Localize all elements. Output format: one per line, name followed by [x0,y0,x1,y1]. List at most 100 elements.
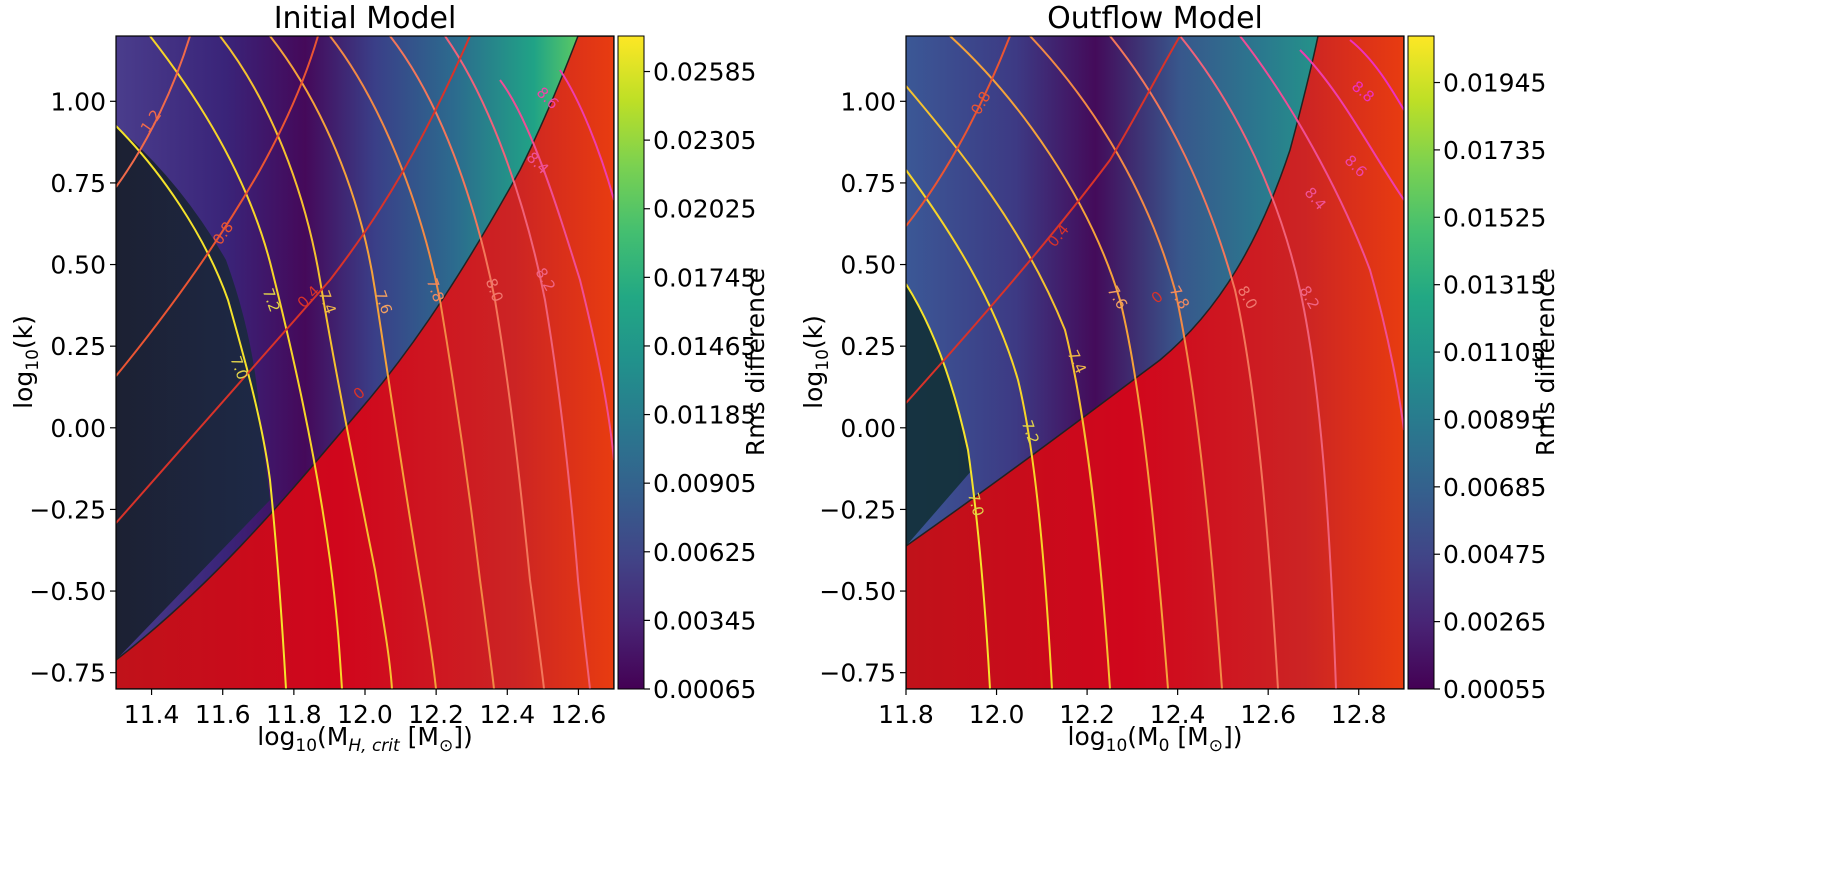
heatmap-area: 7.0 7.2 7.4 7.6 7.8 8.0 8.2 8.4 8.6 8.8 … [906,36,1404,689]
colorbar-tick-label: 0.01105 [1443,338,1546,367]
contour-line [444,36,591,689]
y-axis-label-k: (k) [9,315,38,349]
x-axis-label-sun: ⊙ [1209,736,1223,756]
colorbar [1407,35,1435,690]
contour-line [1299,49,1404,201]
y-axis-label-sub: 10 [23,349,43,371]
low-value-region [116,126,270,660]
contour-line [906,169,1053,689]
contour-label-7-0: 7.0 [964,491,988,519]
x-tick-label: 11.4 [124,700,180,729]
y-tick-label: 0.75 [50,169,106,198]
x-axis-label-mid: (M [1127,722,1158,751]
panel-initial-model: Initial Model 7.0 [9,1,770,756]
y-tick-label: −0.50 [29,577,106,606]
colorbar-tick-label: 0.02025 [653,195,756,224]
y-tick-label: 0.75 [840,169,896,198]
contour-line [906,36,1181,404]
x-tick-label: 12.6 [1240,700,1296,729]
colorbar-tick-label: 0.00905 [653,469,756,498]
contour-line [949,36,1169,689]
colorbar-tick-label: 0.00055 [1443,675,1546,704]
contour-line [1349,39,1404,111]
contour-line [1029,36,1223,689]
colorbar [617,35,645,690]
contour-line [116,36,191,188]
y-tick-label: −0.75 [29,659,106,688]
contour-line [499,79,614,461]
x-tick-label: 12.0 [337,700,393,729]
colorbar-tick-label: 0.01315 [1443,271,1546,300]
colorbar-tick-label: 0.01185 [653,401,756,430]
colorbar-tick-label: 0.00625 [653,538,756,567]
x-axis-label-end: ]) [453,722,473,751]
colorbar-tick-label: 0.01525 [1443,203,1546,232]
contour-line [116,125,287,689]
y-tick-label: 1.00 [50,87,106,116]
colorbar-tick-label: 0.00265 [1443,608,1546,637]
contour-line [149,36,343,689]
colorbar-tick-label: 0.02585 [653,58,756,87]
colorbar-tick-label: 0.00345 [653,606,756,635]
contour-line [906,283,991,689]
y-tick-label: 0.50 [840,251,896,280]
mass-contours [906,36,1404,689]
x-axis-label: log10(M0 [M⊙]) [1068,722,1243,756]
contour-line [906,36,1011,227]
x-axis-label-unit: [M [1169,722,1208,751]
panel-title: Initial Model [274,1,457,36]
contour-line [559,69,614,201]
x-tick-label: 12.8 [1331,700,1387,729]
excluded-region [906,36,1404,689]
excluded-region [116,36,614,689]
colorbar-tick-label: 0.00475 [1443,540,1546,569]
y-axis-label: log10(k) [799,315,833,409]
x-tick-label: 11.8 [878,700,934,729]
y-tick-label: 1.00 [840,87,896,116]
x-tick-label: 12.0 [969,700,1025,729]
colorbar-tick-label: 0.01465 [653,332,756,361]
y-tick-label: −0.25 [819,495,896,524]
x-ticks: 11.4 11.6 11.8 12.0 12.2 12.4 12.6 [124,689,606,729]
contour-line [906,85,1111,689]
panel-title: Outflow Model [1047,1,1263,36]
x-tick-label: 11.6 [195,700,251,729]
x-tick-label: 12.4 [1150,700,1206,729]
y-ticks: −0.75 −0.50 −0.25 0.00 0.25 0.50 0.75 1.00 [819,87,906,688]
colorbar-ticks: 0.00065 0.00345 0.00625 0.00905 0.01185 0.014… [644,58,756,704]
mass-contours [116,36,614,689]
x-axis-label-sub: 10 [295,736,317,756]
y-axis-label: log10(k) [9,315,43,409]
y-tick-label: 0.50 [50,251,106,280]
panel-outflow-model: Outflow Model 7.0 [799,1,1560,756]
colorbar-label: Rms difference [741,268,770,456]
diagonal-contours [906,36,1181,404]
x-tick-label: 12.2 [1059,700,1115,729]
x-axis-label-sub2: H, crit [348,736,401,756]
x-axis-label-end: ]) [1223,722,1243,751]
y-axis-label-log: log [9,371,38,409]
contour-line [1239,36,1404,431]
x-axis-label-sub: 10 [1106,736,1128,756]
x-axis-label-log: log [257,722,295,751]
colorbar-tick-label: 0.01945 [1443,69,1546,98]
contour-line [116,36,471,524]
x-axis-label-mid: (M [317,722,348,751]
colorbar-tick-label: 0.01735 [1443,136,1546,165]
colorbar-ticks: 0.00055 0.00265 0.00475 0.00685 0.00895 0.011… [1434,69,1546,704]
x-axis-label-log: log [1068,722,1106,751]
colorbar-tick-label: 0.00065 [653,675,756,704]
colorbar-tick-label: 0.01745 [653,263,756,292]
colorbar-tick-label: 0.02305 [653,126,756,155]
contour-line [116,36,319,377]
contour-line [269,36,437,689]
contour-line [1109,36,1279,689]
colorbar-tick-label: 0.00895 [1443,405,1546,434]
contour-line [329,36,495,689]
plot-frame [905,35,1405,690]
y-tick-label: −0.25 [29,495,106,524]
x-axis-label: log10(MH, crit [M⊙]) [257,722,472,756]
x-axis-label-sub2: 0 [1159,736,1170,756]
x-tick-label: 12.2 [408,700,464,729]
